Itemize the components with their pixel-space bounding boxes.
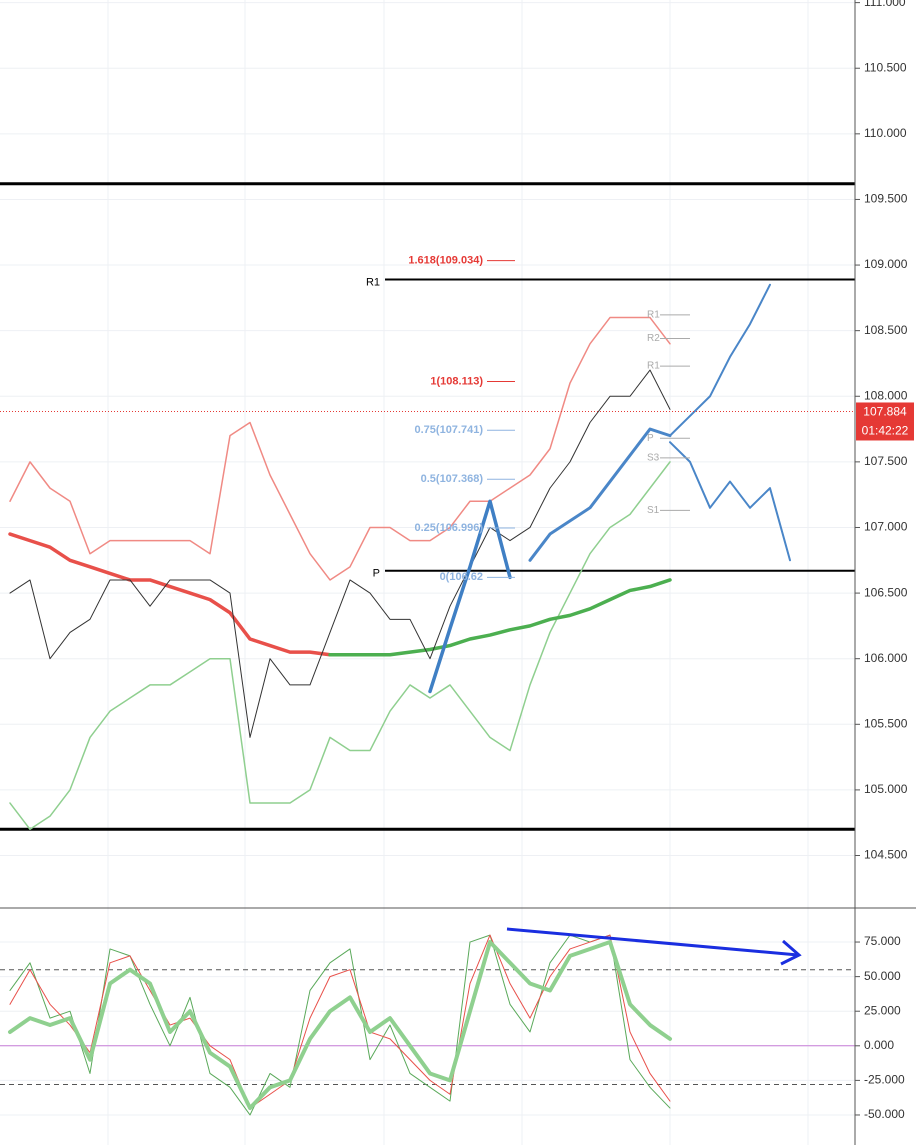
pivot-label: R1 bbox=[366, 276, 380, 288]
y-tick-label: 104.500 bbox=[864, 848, 908, 862]
y-tick-label: 75.000 bbox=[864, 934, 901, 948]
fib-label: 0.5(107.368) bbox=[421, 473, 484, 485]
countdown-tag bbox=[856, 421, 914, 441]
y-tick-label: 50.000 bbox=[864, 969, 901, 983]
pivot-small-label: R1 bbox=[647, 310, 660, 321]
y-tick-label: 106.500 bbox=[864, 585, 908, 599]
series-line bbox=[428, 499, 512, 694]
countdown-label: 01:42:22 bbox=[862, 424, 909, 438]
y-tick-label: 109.500 bbox=[864, 192, 908, 206]
fib-label: 0.25(106.996) bbox=[415, 522, 484, 534]
arrow-line bbox=[506, 927, 799, 957]
series-line bbox=[328, 578, 672, 657]
y-tick-label: 109.000 bbox=[864, 257, 908, 271]
y-tick-label: -50.000 bbox=[864, 1107, 905, 1121]
time-grid bbox=[107, 0, 809, 1145]
y-tick-label: -25.000 bbox=[864, 1073, 905, 1087]
series-line bbox=[8, 940, 672, 1111]
trend-arrow bbox=[506, 927, 802, 966]
y-tick-label: 110.000 bbox=[864, 126, 907, 140]
series-line bbox=[528, 427, 672, 562]
series-line bbox=[9, 934, 671, 1109]
y-tick-label: 107.000 bbox=[864, 520, 908, 534]
y-tick-label: 110.500 bbox=[864, 60, 907, 74]
y-tick-label: 111.000 bbox=[864, 0, 906, 9]
pivot-small-label: R1 bbox=[647, 361, 660, 372]
plot: R1 P 1.618(109.034) 1(108.113) 0.75(107.741)… bbox=[0, 2, 855, 1116]
arrow-head bbox=[780, 939, 802, 966]
pivot-small-label: S3 bbox=[647, 453, 660, 464]
y-tick-label: 105.000 bbox=[864, 782, 908, 796]
pivot-small-label: S1 bbox=[647, 505, 660, 516]
fib-label: 1.618(109.034) bbox=[408, 254, 483, 266]
y-tick-label: 106.000 bbox=[864, 651, 908, 665]
series-line bbox=[9, 316, 671, 581]
series-line bbox=[669, 283, 771, 437]
fib-label: 0.75(107.741) bbox=[415, 424, 484, 436]
series-line bbox=[669, 441, 791, 562]
fib-label: 0(106.62 bbox=[440, 571, 483, 583]
y-tick-label: 105.500 bbox=[864, 716, 908, 730]
pivot-label: P bbox=[373, 568, 380, 580]
price-tag bbox=[856, 402, 914, 422]
series-line bbox=[9, 369, 671, 738]
y-tick-label: 25.000 bbox=[864, 1003, 901, 1017]
series-line bbox=[9, 934, 671, 1116]
pivot-small-label: R2 bbox=[647, 333, 660, 344]
price-tag-label: 107.884 bbox=[863, 405, 907, 419]
y-tick-label: 108.000 bbox=[864, 388, 908, 402]
y-tick-label: 108.500 bbox=[864, 323, 908, 337]
pivot-small-label: P bbox=[647, 433, 654, 444]
fib-label: 1(108.113) bbox=[430, 375, 483, 387]
series-line bbox=[8, 532, 332, 657]
y-tick-label: 0.000 bbox=[864, 1038, 894, 1052]
y-tick-label: 107.500 bbox=[864, 454, 908, 468]
series-line bbox=[9, 461, 671, 831]
